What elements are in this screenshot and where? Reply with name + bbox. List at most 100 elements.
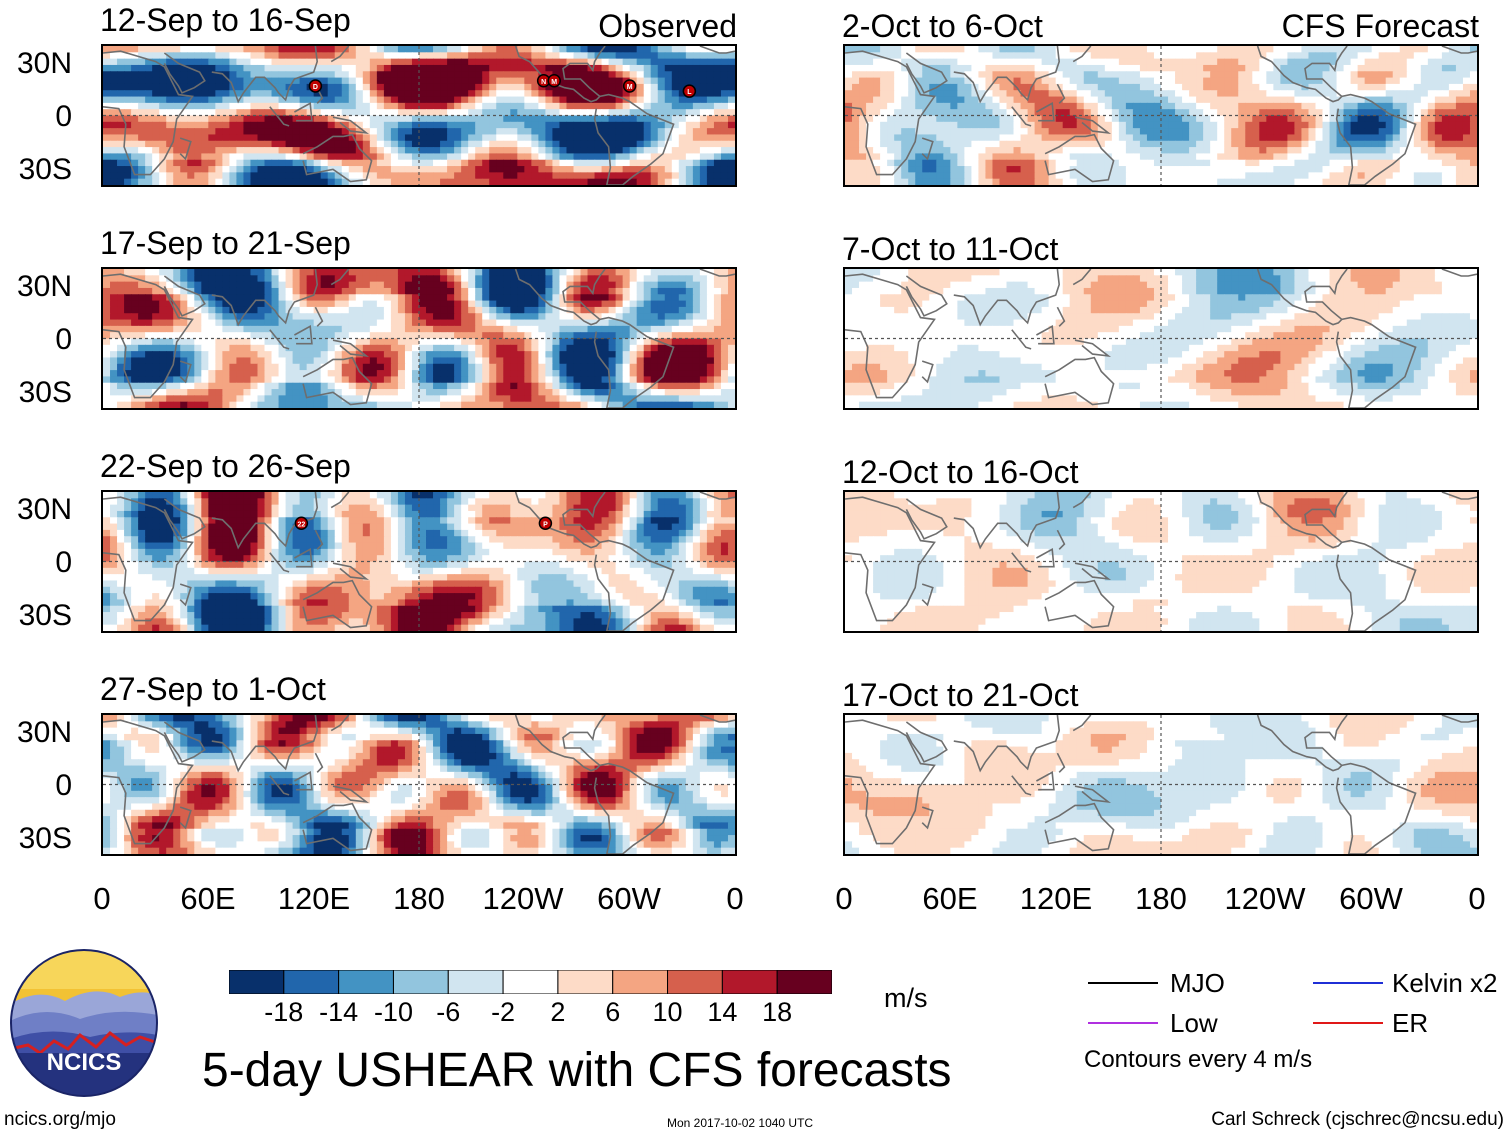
field-cell — [713, 370, 722, 378]
field-cell — [636, 147, 645, 155]
field-cell — [194, 102, 202, 110]
field-cell — [404, 178, 413, 185]
field-cell — [552, 300, 561, 308]
field-cell — [264, 102, 273, 110]
field-cell — [369, 338, 378, 346]
field-cell — [657, 523, 666, 531]
field-cell — [250, 147, 259, 155]
field-cell — [369, 523, 378, 531]
field-cell — [706, 275, 715, 283]
field-cell — [475, 128, 483, 136]
field-cell — [482, 492, 490, 499]
field-cell — [636, 319, 645, 327]
field-cell — [152, 344, 160, 352]
field-cell — [383, 548, 392, 556]
field-cell — [608, 351, 617, 359]
field-cell — [278, 140, 287, 148]
field-cell — [720, 517, 729, 525]
field-cell — [103, 109, 111, 117]
field-cell — [369, 172, 378, 180]
field-cell — [250, 523, 259, 531]
field-cell — [447, 269, 455, 276]
field-cell — [489, 77, 497, 85]
field-cell — [608, 109, 617, 117]
field-cell — [138, 52, 146, 60]
field-cell — [559, 90, 568, 98]
field-cell — [201, 172, 209, 180]
field-cell — [243, 46, 252, 53]
field-cell — [159, 153, 167, 161]
field-cell — [650, 395, 659, 403]
field-cell — [629, 319, 638, 327]
field-cell — [306, 306, 315, 314]
field-cell — [706, 351, 715, 359]
field-cell — [131, 287, 139, 295]
field-cell — [159, 542, 167, 550]
field-cell — [566, 332, 575, 340]
field-cell — [671, 523, 680, 531]
field-cell — [419, 548, 427, 556]
field-cell — [355, 294, 364, 302]
field-cell — [131, 281, 139, 289]
field-cell — [404, 306, 413, 314]
field-cell — [404, 134, 413, 142]
field-cell — [355, 52, 364, 60]
field-cell — [313, 52, 322, 60]
field-cell — [475, 90, 483, 98]
field-cell — [404, 90, 413, 98]
field-cell — [362, 504, 371, 512]
field-cell — [615, 332, 624, 340]
field-cell — [110, 281, 118, 289]
field-cell — [475, 300, 483, 308]
field-cell — [433, 147, 441, 155]
field-cell — [306, 344, 315, 352]
field-cell — [103, 338, 111, 346]
field-cell — [173, 166, 181, 173]
field-cell — [629, 166, 638, 173]
field-cell — [615, 109, 624, 117]
field-cell — [257, 395, 266, 403]
field-cell — [341, 542, 350, 550]
field-cell — [131, 401, 139, 408]
field-cell — [426, 370, 434, 378]
field-cell — [208, 300, 216, 308]
field-cell — [482, 517, 490, 525]
field-cell — [601, 128, 610, 136]
field-cell — [383, 395, 392, 403]
field-cell — [103, 555, 111, 563]
field-cell — [440, 52, 448, 60]
field-cell — [454, 275, 462, 283]
field-cell — [194, 300, 202, 308]
field-cell — [250, 344, 259, 352]
field-cell — [692, 109, 701, 117]
field-cell — [369, 344, 378, 352]
field-cell — [236, 83, 245, 91]
field-cell — [264, 332, 273, 340]
field-cell — [131, 178, 139, 185]
field-cell — [454, 382, 462, 390]
field-cell — [629, 357, 638, 365]
field-cell — [243, 357, 252, 365]
field-cell — [180, 102, 188, 110]
field-cell — [706, 370, 715, 378]
field-cell — [447, 357, 455, 365]
field-cell — [552, 109, 561, 117]
field-cell — [313, 510, 322, 518]
field-cell — [650, 313, 659, 321]
field-cell — [201, 269, 209, 276]
field-cell — [531, 319, 539, 327]
field-cell — [440, 115, 448, 123]
field-cell — [496, 275, 504, 283]
field-cell — [510, 338, 518, 346]
field-cell — [573, 401, 582, 408]
field-cell — [615, 172, 624, 180]
field-cell — [678, 389, 687, 396]
field-cell — [587, 71, 596, 79]
field-cell — [390, 510, 399, 518]
field-cell — [468, 128, 476, 136]
field-cell — [664, 510, 673, 518]
field-cell — [447, 46, 455, 53]
field-cell — [285, 382, 294, 390]
field-cell — [433, 269, 441, 276]
field-cell — [475, 498, 483, 506]
